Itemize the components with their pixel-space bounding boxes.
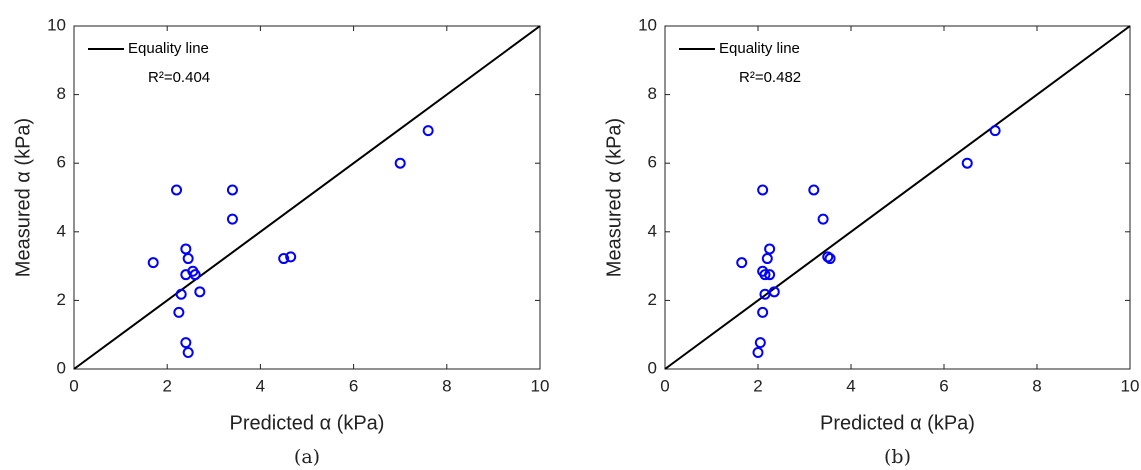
point: [736, 257, 748, 269]
y-tick-label: 4: [648, 221, 657, 240]
point: [180, 337, 192, 349]
y-tick-label: 0: [648, 358, 657, 377]
y-tick-label: 0: [57, 358, 66, 377]
plot: 0 2 4 6 8 10 0 2 4 6 8 10 Predicted α (kPa) Measured …: [603, 15, 1139, 468]
legend-label: Equality line: [128, 40, 209, 57]
x-tick-label: 4: [256, 376, 265, 395]
y-axis-label: Measured α (kPa): [12, 118, 34, 277]
point: [824, 253, 836, 265]
point: [182, 347, 194, 359]
x-tick-label: 2: [753, 376, 762, 395]
point: [422, 125, 434, 137]
caption: (a): [294, 446, 320, 468]
axes-frame: [73, 25, 541, 370]
point: [759, 288, 771, 300]
point: [285, 251, 297, 263]
point: [180, 243, 192, 255]
y-axis-label: Measured α (kPa): [603, 118, 625, 277]
x-tick-label: 0: [660, 376, 669, 395]
x-tick-label: 0: [69, 376, 78, 395]
equality-line: [73, 25, 541, 370]
point: [989, 125, 1001, 137]
x-tick-label: 6: [349, 376, 358, 395]
caption: (b): [884, 446, 911, 468]
point: [173, 306, 185, 318]
x-tick-label: 4: [846, 376, 855, 395]
equality-line: [664, 25, 1131, 370]
x-tick-label: 2: [162, 376, 171, 395]
point: [194, 286, 206, 298]
point: [754, 337, 766, 349]
x-tick-label: 10: [1121, 376, 1140, 395]
point: [764, 243, 776, 255]
point: [394, 157, 406, 169]
point: [764, 269, 776, 281]
x-tick-label: 8: [442, 376, 451, 395]
point: [822, 251, 834, 263]
x-axis-label: Predicted α (kPa): [230, 412, 385, 434]
point: [961, 157, 973, 169]
point: [761, 253, 773, 265]
point: [759, 269, 771, 281]
point: [147, 257, 159, 269]
point: [808, 184, 820, 196]
point: [226, 184, 238, 196]
point: [182, 253, 194, 265]
y-tick-label: 10: [638, 15, 657, 34]
x-tick-label: 8: [1032, 376, 1041, 395]
point: [757, 184, 769, 196]
plot: 0 2 4 6 8 10 0 2 4 6 8 10 Predicted α (kPa) Measured …: [12, 15, 549, 468]
y-tick-label: 6: [648, 153, 657, 172]
annotation: R²=0.404: [148, 69, 210, 86]
y-tick-label: 2: [648, 290, 657, 309]
point: [171, 184, 183, 196]
point: [226, 213, 238, 225]
y-tick-label: 10: [47, 15, 66, 34]
point: [180, 269, 192, 281]
point: [757, 306, 769, 318]
y-tick-label: 6: [57, 153, 66, 172]
point: [817, 213, 829, 225]
x-tick-label: 6: [939, 376, 948, 395]
y-tick-label: 2: [57, 290, 66, 309]
y-tick-label: 8: [648, 84, 657, 103]
x-axis-label: Predicted α (kPa): [820, 412, 975, 434]
y-tick-label: 4: [57, 221, 66, 240]
point: [175, 288, 187, 300]
axes-frame: [664, 25, 1131, 370]
point: [278, 253, 290, 265]
legend-label: Equality line: [719, 40, 800, 57]
annotation: R²=0.482: [739, 69, 801, 86]
point: [752, 347, 764, 359]
x-tick-label: 10: [531, 376, 550, 395]
y-tick-label: 8: [57, 84, 66, 103]
